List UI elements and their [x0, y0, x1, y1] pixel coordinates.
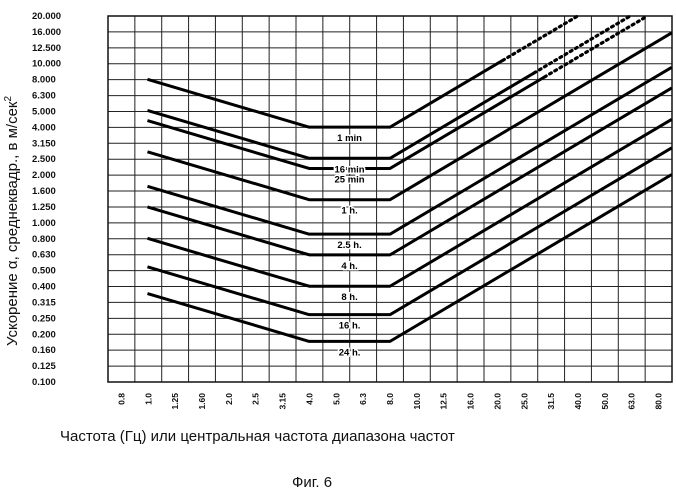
x-tick-label: 0.8	[116, 393, 126, 405]
series-label: 25 min	[335, 174, 365, 185]
y-tick-labels: 0.100 0.125 0.160 0.200 0.250 0.315 0.400 0.500…	[32, 11, 61, 388]
y-tick-label: 20.000	[32, 11, 61, 22]
series-label: 1 h.	[341, 206, 357, 217]
x-axis-label: Частота (Гц) или центральная частота диа…	[60, 428, 455, 445]
y-tick-label: 2.000	[32, 170, 56, 181]
x-tick-labels: 0.8 1.0 1.25 1.60 2.0 2.5 3.15 4.0 5.0 6.3 8.0 10.0…	[116, 393, 663, 410]
x-tick-label: 10.0	[412, 393, 422, 410]
x-tick-label: 63.0	[627, 393, 637, 410]
y-tick-label: 5.000	[32, 106, 56, 117]
x-tick-label: 1.25	[170, 393, 180, 410]
x-tick-label: 1.60	[197, 393, 207, 410]
y-tick-label: 1.600	[32, 186, 56, 197]
x-tick-label: 2.0	[224, 393, 234, 405]
series-label: 16 h.	[339, 321, 361, 332]
series-line	[147, 118, 673, 288]
y-axis-label: Ускорение α, среднеквадр., в м/сек2	[3, 95, 21, 347]
y-tick-label: 0.200	[32, 329, 56, 340]
x-tick-label: 8.0	[385, 393, 395, 405]
y-tick-label: 0.800	[32, 234, 56, 245]
y-tick-label: 0.100	[32, 377, 56, 388]
series-line	[147, 173, 673, 343]
x-tick-label: 80.0	[654, 393, 664, 410]
series-line-extension	[532, 14, 632, 75]
y-tick-label: 10.000	[32, 59, 61, 70]
y-tick-label: 4.000	[32, 122, 56, 133]
series-label: 24 h.	[339, 347, 361, 358]
y-tick-label: 8.000	[32, 75, 56, 86]
plot-frame	[107, 15, 673, 383]
series-line	[147, 86, 673, 257]
series-line-extension	[542, 14, 650, 79]
series-line	[147, 71, 535, 160]
x-tick-label: 16.0	[466, 393, 476, 410]
x-tick-label: 2.5	[251, 393, 261, 405]
series-label: 16 min	[335, 164, 365, 175]
x-tick-label: 5.0	[331, 393, 341, 405]
series-line	[147, 75, 546, 170]
x-tick-label: 3.15	[278, 393, 288, 410]
y-tick-label: 1.000	[32, 218, 56, 229]
series-label: 4 h.	[341, 261, 357, 272]
series-label: 2.5 h.	[337, 240, 361, 251]
figure-caption: Фиг. 6	[292, 474, 333, 491]
x-tick-label: 12.5	[439, 393, 449, 410]
y-tick-label: 0.500	[32, 266, 56, 277]
x-tick-label: 40.0	[573, 393, 583, 410]
y-tick-label: 0.160	[32, 345, 56, 356]
x-tick-label: 50.0	[600, 393, 610, 410]
y-tick-label: 0.125	[32, 361, 56, 372]
series-lines	[147, 14, 673, 343]
x-tick-label: 31.5	[546, 393, 556, 410]
x-tick-label: 6.3	[358, 393, 368, 405]
x-tick-label: 25.0	[519, 393, 529, 410]
y-tick-label: 2.500	[32, 154, 56, 165]
y-tick-label: 0.400	[32, 282, 56, 293]
y-tick-label: 0.315	[32, 297, 56, 308]
series-line	[147, 65, 673, 236]
y-tick-label: 0.250	[32, 313, 56, 324]
y-tick-label: 6.300	[32, 91, 56, 102]
x-tick-label: 4.0	[304, 393, 314, 405]
series-line	[147, 59, 504, 129]
series-line	[147, 146, 673, 317]
y-tick-label: 16.000	[32, 27, 61, 38]
y-tick-label: 1.250	[32, 202, 56, 213]
series-line-extension	[501, 14, 580, 63]
x-tick-label: 20.0	[492, 393, 502, 410]
y-tick-label: 0.630	[32, 250, 56, 261]
series-label: 8 h.	[341, 292, 357, 303]
series-line	[147, 31, 673, 202]
series-label: 1 min	[337, 133, 362, 144]
x-tick-label: 1.0	[143, 393, 153, 405]
y-tick-label: 12.500	[32, 43, 61, 54]
y-tick-label: 3.150	[32, 138, 56, 149]
